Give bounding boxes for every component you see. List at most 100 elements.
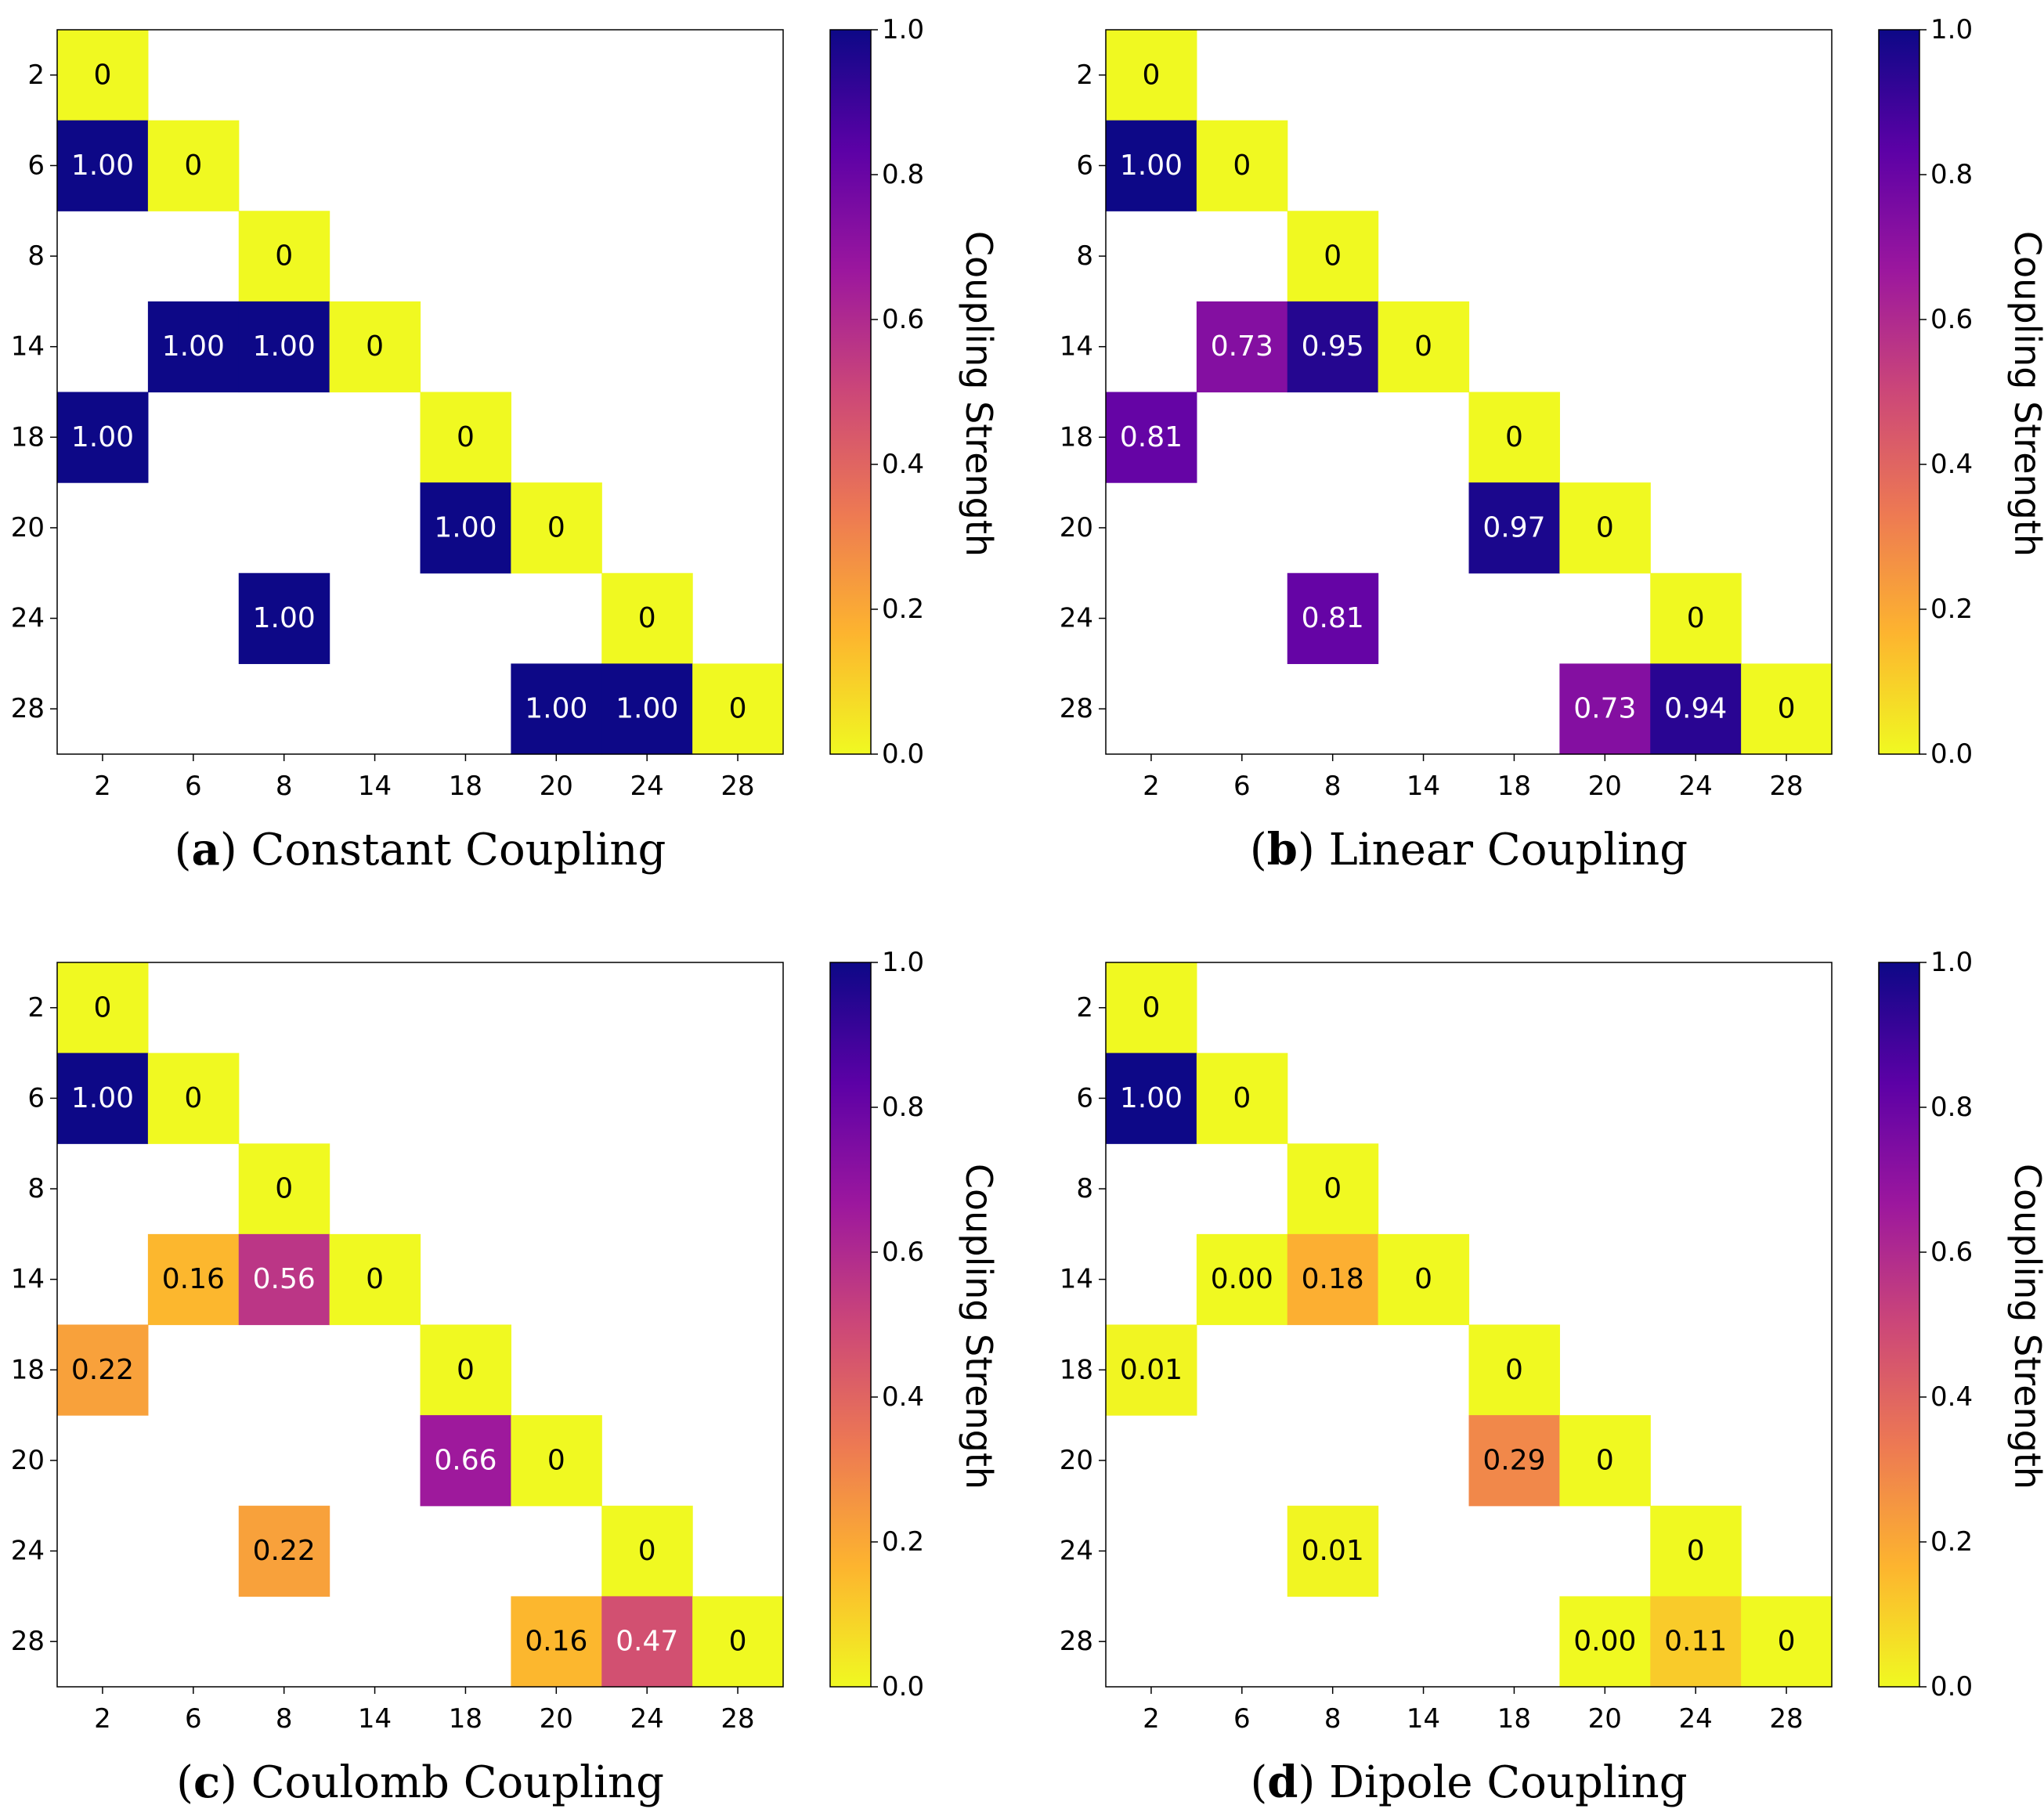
heatmap-cell <box>1287 572 1379 664</box>
cell-value-label: 0 <box>184 1082 202 1114</box>
x-tick-label: 20 <box>540 771 573 802</box>
cell-value-label: 0 <box>1596 1444 1614 1476</box>
heatmap-cell <box>601 572 693 664</box>
cell-value-label: 0.18 <box>1302 1263 1364 1295</box>
colorbar-tick-label: 0.6 <box>1930 304 1973 335</box>
heatmap-cell <box>329 1233 421 1326</box>
heatmap-cell <box>1559 663 1651 755</box>
heatmap-cell <box>1106 30 1197 121</box>
cell-value-label: 0 <box>1414 1263 1432 1295</box>
cell-value-label: 0 <box>547 1444 565 1476</box>
y-tick-label: 20 <box>1060 512 1093 543</box>
cell-value-label: 0 <box>93 59 111 91</box>
x-tick-label: 6 <box>185 771 202 802</box>
x-tick-label: 8 <box>276 1703 293 1735</box>
cell-value-label: 1.00 <box>525 693 587 725</box>
heatmap-cell <box>57 30 149 121</box>
y-tick-label: 6 <box>1076 1082 1093 1114</box>
x-tick-label: 28 <box>720 1703 754 1735</box>
x-tick-label: 20 <box>540 1703 573 1735</box>
heatmap-cell <box>238 1505 330 1597</box>
heatmap-cell <box>238 211 330 302</box>
cell-value-label: 0 <box>275 1173 293 1205</box>
x-tick-label: 18 <box>1497 1703 1531 1735</box>
cell-value-label: 0 <box>547 511 565 543</box>
cell-value-label: 0 <box>1596 511 1614 543</box>
x-tick-label: 28 <box>720 771 754 802</box>
cell-value-label: 0.11 <box>1664 1626 1727 1658</box>
y-tick-label: 20 <box>11 1445 45 1476</box>
colorbar-tick-label: 0.2 <box>882 594 924 625</box>
cell-value-label: 0.47 <box>616 1626 678 1658</box>
cell-value-label: 0.94 <box>1664 693 1727 725</box>
x-tick-label: 14 <box>358 771 392 802</box>
y-tick-label: 8 <box>1076 1173 1093 1204</box>
cell-value-label: 0 <box>93 991 111 1024</box>
caption-paren: ( <box>1250 825 1267 876</box>
heatmap-cell <box>1287 1233 1379 1326</box>
x-tick-label: 14 <box>358 1703 392 1735</box>
y-tick-label: 28 <box>1060 693 1093 724</box>
y-tick-label: 20 <box>11 512 45 543</box>
heatmap-cell <box>1468 392 1560 483</box>
cell-value-label: 0.01 <box>1120 1354 1183 1386</box>
panel-a: 01.00 001.00 1.00 01.00 01.00 01.00 01.00 1.00 0… <box>11 14 1000 876</box>
heatmap-cell <box>1650 1596 1742 1688</box>
colorbar-label: Coupling Strength <box>2006 231 2044 557</box>
heatmap-cell <box>1196 301 1288 393</box>
cell-value-label: 0.81 <box>1120 421 1183 453</box>
cell-value-label: 0 <box>366 330 384 363</box>
y-tick-label: 14 <box>11 1264 45 1295</box>
x-tick-label: 14 <box>1407 771 1440 802</box>
x-tick-label: 24 <box>630 771 664 802</box>
cell-value-label: 0 <box>1142 59 1160 91</box>
x-tick-label: 24 <box>1679 771 1713 802</box>
subfigure-caption: (b) Linear Coupling <box>1250 824 1688 876</box>
heatmap-cell <box>147 120 240 211</box>
caption-letter: b <box>1267 824 1298 876</box>
heatmap-cell <box>511 1596 602 1688</box>
cell-value-label: 0 <box>1233 150 1251 182</box>
y-tick-label: 8 <box>27 1173 45 1204</box>
cell-value-label: 1.00 <box>253 330 316 363</box>
x-tick-label: 14 <box>1407 1703 1440 1735</box>
subfigure-caption: (c) Coulomb Coupling <box>176 1756 664 1808</box>
cell-value-label: 0.73 <box>1211 330 1273 363</box>
cell-value-label: 0 <box>184 150 202 182</box>
colorbar-label: Coupling Strength <box>958 231 1000 557</box>
heatmap-cell <box>511 663 602 755</box>
colorbar-tick-label: 0.8 <box>1930 1092 1973 1123</box>
x-tick-label: 6 <box>1233 771 1251 802</box>
heatmap-cell <box>238 301 330 393</box>
heatmap-cell <box>1559 1596 1651 1688</box>
cell-value-label: 1.00 <box>1120 1082 1183 1114</box>
cell-value-label: 0 <box>729 1626 747 1658</box>
x-tick-label: 24 <box>630 1703 664 1735</box>
x-tick-label: 6 <box>185 1703 202 1735</box>
caption-paren: ( <box>175 825 192 876</box>
x-tick-label: 24 <box>1679 1703 1713 1735</box>
colorbar-tick-label: 0.6 <box>1930 1237 1973 1268</box>
cell-value-label: 1.00 <box>71 421 134 453</box>
heatmap-cell <box>1287 211 1379 302</box>
colorbar-tick-label: 0.8 <box>882 1092 924 1123</box>
cell-value-label: 0 <box>366 1263 384 1295</box>
caption-title: ) Dipole Coupling <box>1298 1757 1687 1808</box>
cell-value-label: 0 <box>1142 991 1160 1024</box>
y-tick-label: 24 <box>11 603 45 634</box>
heatmap-cell <box>57 392 149 483</box>
y-tick-label: 8 <box>27 240 45 272</box>
colorbar-tick-label: 0.2 <box>882 1526 924 1558</box>
cell-value-label: 0.16 <box>525 1626 587 1658</box>
y-tick-label: 2 <box>27 992 45 1024</box>
heatmap-cell <box>420 482 511 574</box>
x-tick-label: 28 <box>1769 1703 1803 1735</box>
heatmap-cell <box>420 392 511 483</box>
colorbar-tick-label: 0.8 <box>1930 159 1973 190</box>
plot-frame <box>56 29 784 755</box>
y-tick-label: 8 <box>1076 240 1093 272</box>
caption-letter: d <box>1267 1756 1298 1808</box>
cell-value-label: 0 <box>1324 240 1342 273</box>
plot-frame <box>1105 962 1833 1688</box>
colorbar-tick-label: 1.0 <box>882 14 924 45</box>
